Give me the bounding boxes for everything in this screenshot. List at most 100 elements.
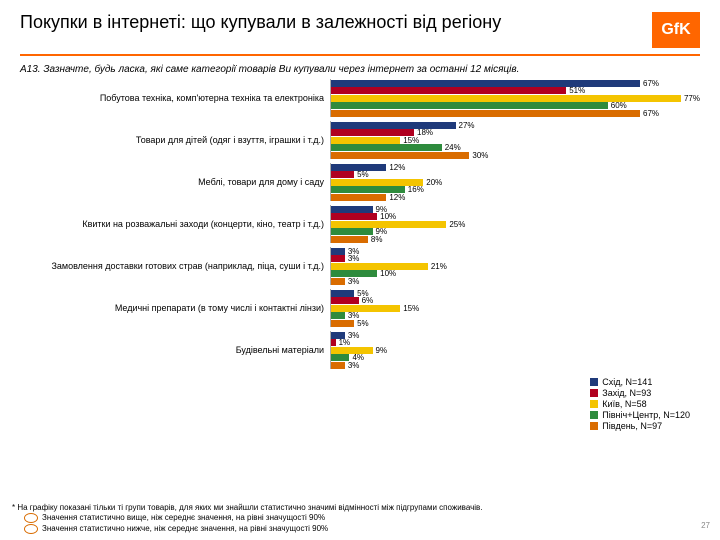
bar (331, 213, 377, 220)
legend-label: Захід, N=93 (602, 388, 651, 398)
bars-group: 67%51%77%60%67% (330, 79, 700, 117)
footnote-up: Значення статистично вище, ніж середнє з… (42, 513, 325, 523)
bar (331, 320, 354, 327)
legend-swatch (590, 422, 598, 430)
bar (331, 312, 345, 319)
bar (331, 80, 640, 87)
bar-value: 67% (640, 109, 659, 118)
legend-item: Захід, N=93 (590, 388, 690, 398)
category-row: Будівельні матеріали3%1%9%4%3% (20, 331, 700, 369)
bar-value: 3% (345, 277, 360, 286)
legend-item: Схід, N=141 (590, 377, 690, 387)
bar (331, 110, 640, 117)
page-title: Покупки в інтернеті: що купували в залеж… (20, 12, 501, 33)
bars-group: 12%5%20%16%12% (330, 163, 700, 201)
legend-label: Схід, N=141 (602, 377, 652, 387)
bar-line: 12% (331, 164, 700, 171)
bar (331, 144, 442, 151)
bar-line: 3% (331, 278, 700, 285)
legend-swatch (590, 400, 598, 408)
bar (331, 194, 386, 201)
bar-line: 4% (331, 354, 700, 361)
bar-line: 6% (331, 297, 700, 304)
bar-value: 77% (681, 94, 700, 103)
category-label: Побутова техніка, комп'ютерна техніка та… (20, 93, 330, 103)
category-row: Побутова техніка, комп'ютерна техніка та… (20, 79, 700, 117)
legend-label: Київ, N=58 (602, 399, 646, 409)
bar-line: 67% (331, 80, 700, 87)
legend-swatch (590, 389, 598, 397)
bar-line: 3% (331, 255, 700, 262)
category-row: Медичні препарати (в тому числі і контак… (20, 289, 700, 327)
legend-item: Південь, N=97 (590, 421, 690, 431)
bar (331, 248, 345, 255)
bar-value: 21% (428, 262, 447, 271)
legend-label: Південь, N=97 (602, 421, 662, 431)
bar-value: 25% (446, 220, 465, 229)
bar (331, 221, 446, 228)
category-row: Товари для дітей (одяг і взуття, іграшки… (20, 121, 700, 159)
bar (331, 362, 345, 369)
bar-line: 3% (331, 332, 700, 339)
bar (331, 152, 469, 159)
category-label: Товари для дітей (одяг і взуття, іграшки… (20, 135, 330, 145)
bar (331, 255, 345, 262)
arrow-up-icon (24, 513, 38, 523)
header: Покупки в інтернеті: що купували в залеж… (0, 0, 720, 48)
category-label: Меблі, товари для дому і саду (20, 177, 330, 187)
bar-line: 5% (331, 171, 700, 178)
bar-line: 20% (331, 179, 700, 186)
bar (331, 95, 681, 102)
bar (331, 87, 566, 94)
bar-line: 5% (331, 320, 700, 327)
bar (331, 297, 359, 304)
bars-group: 3%3%21%10%3% (330, 247, 700, 285)
bar-line: 5% (331, 290, 700, 297)
bar-line: 15% (331, 137, 700, 144)
legend-swatch (590, 378, 598, 386)
bar-value: 8% (368, 235, 383, 244)
bars-group: 9%10%25%9%8% (330, 205, 700, 243)
bar-line: 9% (331, 228, 700, 235)
legend-swatch (590, 411, 598, 419)
bar-line: 3% (331, 362, 700, 369)
bar-value: 10% (377, 269, 396, 278)
arrow-down-icon (24, 524, 38, 534)
page-number: 27 (701, 521, 710, 530)
bar-line: 9% (331, 347, 700, 354)
bar-value: 12% (386, 193, 405, 202)
bar-value: 20% (423, 178, 442, 187)
bar-value: 67% (640, 79, 659, 88)
bar-line: 10% (331, 213, 700, 220)
bar-line: 12% (331, 194, 700, 201)
bar-value: 3% (345, 361, 360, 370)
gfk-logo: GfK (652, 12, 700, 48)
bar (331, 206, 373, 213)
legend-label: Північ+Центр, N=120 (602, 410, 690, 420)
footnote-down: Значення статистично нижче, ніж середнє … (42, 524, 328, 534)
bar (331, 290, 354, 297)
bar-line: 18% (331, 129, 700, 136)
category-label: Замовлення доставки готових страв (напри… (20, 261, 330, 271)
legend: Схід, N=141Захід, N=93Київ, N=58Північ+Ц… (590, 376, 690, 432)
category-label: Будівельні матеріали (20, 345, 330, 355)
legend-item: Північ+Центр, N=120 (590, 410, 690, 420)
category-row: Замовлення доставки готових страв (напри… (20, 247, 700, 285)
bar-line: 15% (331, 305, 700, 312)
category-row: Меблі, товари для дому і саду12%5%20%16%… (20, 163, 700, 201)
bar-line: 77% (331, 95, 700, 102)
bar-line: 3% (331, 312, 700, 319)
bar (331, 228, 373, 235)
bars-group: 5%6%15%3%5% (330, 289, 700, 327)
bar-value: 5% (354, 319, 369, 328)
question-text: A13. Зазначте, будь ласка, які саме кате… (0, 56, 720, 79)
category-label: Медичні препарати (в тому числі і контак… (20, 303, 330, 313)
bar-line: 27% (331, 122, 700, 129)
bar-value: 12% (386, 163, 405, 172)
bars-group: 3%1%9%4%3% (330, 331, 700, 369)
legend-item: Київ, N=58 (590, 399, 690, 409)
bar-value: 30% (469, 151, 488, 160)
bar-line: 3% (331, 248, 700, 255)
footnote-main: * На графіку показані тільки ті групи то… (12, 503, 708, 513)
bar (331, 305, 400, 312)
